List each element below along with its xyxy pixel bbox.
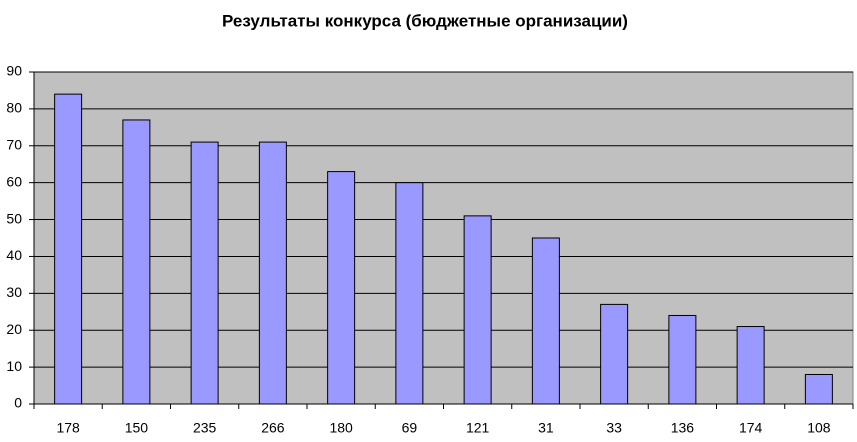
bar xyxy=(804,373,833,405)
x-tick-label: 33 xyxy=(606,420,622,436)
y-tick-label: 0 xyxy=(14,395,22,411)
y-tick-label: 40 xyxy=(6,247,22,263)
bar xyxy=(190,141,219,405)
bar xyxy=(54,93,83,405)
plot-area xyxy=(33,71,854,405)
bar xyxy=(463,215,492,405)
bar xyxy=(122,119,151,405)
x-tick-label: 121 xyxy=(466,420,490,436)
y-tick-label: 80 xyxy=(6,100,22,116)
x-tick-label: 235 xyxy=(193,420,217,436)
bar xyxy=(668,314,697,405)
y-tick-label: 90 xyxy=(6,63,22,79)
bar xyxy=(531,237,560,405)
y-tick-label: 50 xyxy=(6,210,22,226)
bar xyxy=(600,303,629,405)
y-tick-label: 70 xyxy=(6,136,22,152)
bar xyxy=(327,171,356,405)
x-tick-label: 108 xyxy=(807,420,831,436)
x-tick-label: 136 xyxy=(671,420,695,436)
y-tick-label: 10 xyxy=(6,358,22,374)
x-tick-label: 266 xyxy=(261,420,285,436)
y-tick-label: 30 xyxy=(6,284,22,300)
bar xyxy=(258,141,287,405)
y-tick-label: 20 xyxy=(6,321,22,337)
y-tick-label: 60 xyxy=(6,173,22,189)
bar xyxy=(395,182,424,405)
x-tick-label: 180 xyxy=(329,420,353,436)
x-tick-label: 31 xyxy=(538,420,554,436)
x-tick-label: 69 xyxy=(402,420,418,436)
chart-title: Результаты конкурса (бюджетные организац… xyxy=(222,11,628,30)
x-tick-label: 178 xyxy=(56,420,80,436)
x-tick-label: 174 xyxy=(739,420,763,436)
x-tick-label: 150 xyxy=(125,420,149,436)
bar xyxy=(736,326,765,405)
